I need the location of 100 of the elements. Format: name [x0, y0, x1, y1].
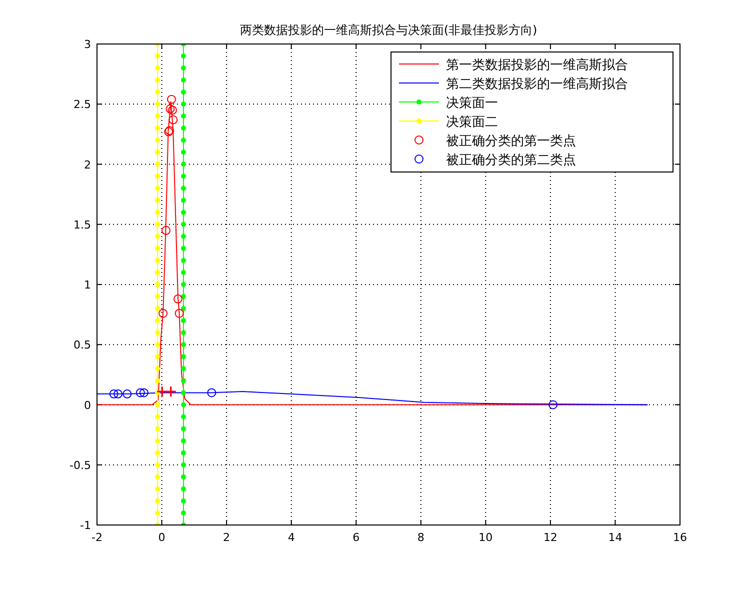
- point: [180, 78, 186, 83]
- point: [155, 162, 160, 167]
- legend-label: 被正确分类的第一类点: [446, 134, 576, 149]
- point: [180, 390, 186, 396]
- point: [155, 258, 160, 263]
- point: [155, 402, 160, 408]
- point: [155, 150, 160, 155]
- point: [155, 198, 160, 203]
- point: [136, 388, 145, 398]
- point: [155, 306, 160, 312]
- legend-label: 决策面二: [446, 115, 498, 130]
- point: [180, 162, 186, 167]
- y-tick-label: 1: [84, 278, 91, 292]
- point: [155, 510, 160, 516]
- point: [180, 510, 186, 516]
- point: [180, 54, 186, 59]
- point: [122, 389, 132, 398]
- point: [155, 426, 160, 432]
- x-tick-label: 0: [158, 531, 166, 544]
- x-tick-label: 10: [478, 531, 493, 544]
- point: [180, 282, 186, 287]
- point: [155, 330, 160, 336]
- point: [180, 138, 186, 143]
- legend-label: 决策面一: [446, 96, 498, 111]
- point: [109, 389, 118, 398]
- y-tick-label: 0: [84, 398, 91, 412]
- point: [155, 474, 160, 480]
- point: [180, 378, 186, 384]
- point: [180, 102, 186, 107]
- point: [158, 308, 168, 318]
- point: [174, 308, 184, 318]
- point: [180, 414, 186, 420]
- point: [180, 474, 186, 480]
- x-tick-label: 16: [673, 531, 687, 544]
- point: [155, 234, 160, 239]
- point: [139, 388, 148, 398]
- y-tick-label: 2.5: [74, 98, 91, 112]
- point: [180, 426, 186, 432]
- point: [180, 270, 186, 275]
- point: [180, 318, 186, 324]
- point: [155, 126, 160, 131]
- legend-label: 第一类数据投影的一维高斯拟合: [446, 57, 628, 73]
- point: [155, 102, 160, 107]
- point: [155, 138, 160, 143]
- point: [180, 186, 186, 191]
- point: [180, 486, 186, 492]
- point: [155, 438, 160, 444]
- point: [155, 210, 160, 215]
- y-tick-label: 1.5: [74, 218, 91, 232]
- point: [155, 270, 160, 275]
- y-tick-label: 2: [84, 158, 91, 172]
- point: [155, 342, 160, 348]
- point: [155, 498, 160, 504]
- point: [156, 386, 168, 398]
- x-tick-label: 12: [543, 531, 558, 544]
- point: [155, 246, 160, 251]
- point: [114, 389, 123, 398]
- point: [155, 294, 160, 300]
- point: [155, 354, 160, 360]
- point: [155, 78, 160, 83]
- point: [180, 222, 186, 227]
- x-tick-label: -2: [92, 531, 102, 544]
- point: [180, 498, 186, 504]
- point: [180, 66, 186, 71]
- y-tick-label: 0.5: [74, 338, 91, 352]
- point: [165, 386, 177, 398]
- point: [155, 66, 160, 71]
- point: [155, 54, 160, 59]
- point: [155, 366, 160, 372]
- legend-label: 被正确分类的第二类点: [446, 153, 576, 168]
- point: [180, 210, 186, 215]
- point: [168, 115, 178, 124]
- point: [155, 114, 160, 119]
- point: [155, 462, 160, 468]
- y-tick-label: -0.5: [70, 458, 91, 472]
- point: [207, 388, 216, 398]
- y-tick-label: 3: [84, 38, 91, 51]
- point: [173, 294, 182, 304]
- point: [155, 174, 160, 179]
- x-tick-label: 14: [608, 531, 622, 544]
- point: [180, 150, 186, 155]
- point: [180, 246, 186, 251]
- point: [180, 294, 186, 300]
- point: [180, 462, 186, 468]
- point: [180, 90, 186, 95]
- point: [155, 186, 160, 191]
- legend-label: 第二类数据投影的一维高斯拟合: [446, 76, 628, 92]
- point: [155, 378, 160, 384]
- point: [155, 282, 160, 287]
- point: [161, 226, 170, 235]
- point: [180, 258, 186, 263]
- point: [166, 94, 176, 104]
- point: [155, 90, 160, 95]
- point: [180, 198, 186, 203]
- point: [155, 414, 160, 420]
- point: [168, 106, 177, 115]
- chart-title: 两类数据投影的一维高斯拟合与决策面(非最佳投影方向): [240, 23, 538, 37]
- x-tick-label: 2: [223, 531, 230, 544]
- point: [180, 126, 186, 131]
- point: [180, 402, 186, 408]
